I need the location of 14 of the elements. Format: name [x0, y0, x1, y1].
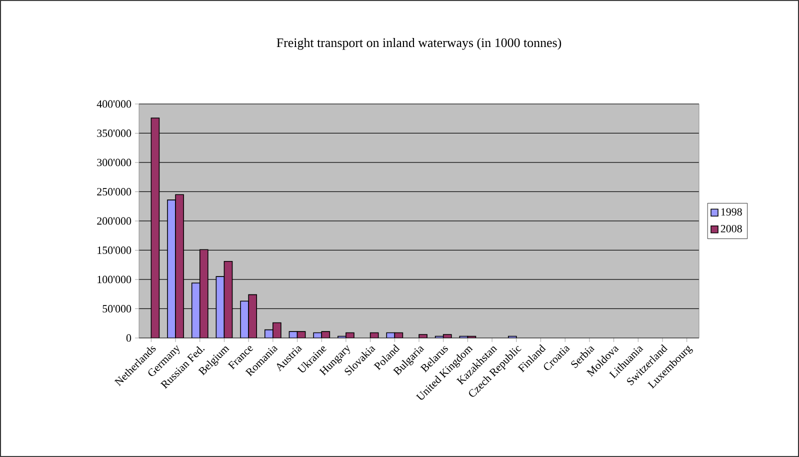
y-tick-label: 150'000 [98, 246, 132, 254]
bar [224, 260, 233, 338]
y-tick-label: 400'000 [96, 100, 132, 108]
y-tick-label: 300'000 [97, 158, 132, 166]
legend-label: 2008 [720, 224, 742, 232]
y-tick-label: 200'000 [97, 217, 132, 225]
y-tick-label: 50'000 [102, 305, 132, 312]
y-tick-label: 350'000 [97, 130, 132, 137]
y-tick-label: 250'000 [97, 188, 132, 196]
chart-title: Freight transport on inland waterways (in 1000 tonnes) [276, 38, 562, 50]
legend-label: 1998 [721, 208, 742, 216]
bar [150, 118, 160, 338]
y-tick-label: 100'000 [98, 276, 132, 284]
y-tick-label: 0 [126, 334, 132, 342]
